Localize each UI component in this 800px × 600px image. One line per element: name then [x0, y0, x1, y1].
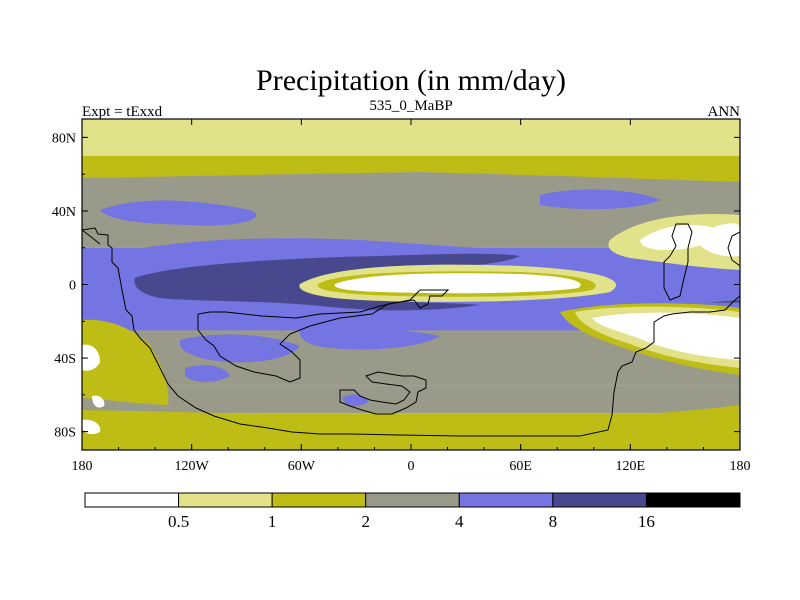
north-blue-patch: [540, 189, 660, 210]
coastlines: [82, 223, 740, 437]
y-tick-label: 40N: [52, 205, 76, 220]
west-coast-white: [82, 344, 100, 371]
south-highlat-yellow: [82, 405, 740, 450]
colorbar-label: 16: [638, 512, 655, 531]
colorbar-swatch: [365, 492, 460, 508]
colorbar-swatch: [178, 492, 273, 508]
gray-band-north: [82, 172, 740, 240]
north-dry-white-east: [695, 223, 740, 257]
y-axis: 80N 40N 0 40S 80S: [52, 131, 740, 441]
south-blue-patch-1: [179, 334, 300, 363]
subtitle-right: ANN: [708, 104, 741, 120]
colorbar-label: 4: [455, 512, 464, 531]
colorbar-swatch: [458, 492, 554, 508]
south-dry-white: [592, 312, 740, 360]
colorbar: 0.5 1 2 4 8 16: [84, 492, 741, 531]
y-tick-label: 80S: [54, 426, 76, 441]
southwest-white-2: [92, 395, 105, 408]
map-plot-area: [82, 119, 740, 450]
x-tick-label: 120E: [616, 459, 646, 474]
colorbar-label: 0.5: [168, 512, 189, 531]
subtitle-left: Expt = tExxd: [82, 104, 163, 120]
x-axis: 180 120W 60W 0 60E 120E 180: [72, 119, 751, 474]
x-tick-label: 180: [730, 459, 751, 474]
south-blue-patch-2: [299, 327, 440, 350]
zonal-band: [82, 119, 740, 156]
y-tick-label: 40S: [54, 352, 76, 367]
y-tick-label: 80N: [52, 131, 76, 146]
colorbar-swatch: [645, 492, 741, 508]
x-tick-label: 120W: [175, 459, 210, 474]
colorbar-label: 1: [268, 512, 277, 531]
coastline-island-south: [339, 371, 427, 415]
colorbar-swatch: [84, 492, 180, 508]
coastline-west-edge: [82, 229, 101, 245]
south-blue-patch-4: [342, 394, 368, 407]
x-tick-label: 60W: [288, 459, 316, 474]
west-coast-yellow: [82, 319, 169, 405]
colorbar-label: 8: [549, 512, 558, 531]
colorbar-label: 2: [361, 512, 370, 531]
southwest-white-1: [82, 419, 101, 435]
north-storm-track: [100, 200, 257, 226]
coastline-east-edge: [727, 231, 740, 267]
dry-tongue-white: [334, 273, 581, 294]
south-blue-patch-3: [185, 365, 230, 382]
subtitle-center: 535_0_MaBP: [369, 98, 452, 114]
zonal-band: [82, 385, 740, 414]
colorbar-swatch: [552, 492, 647, 508]
x-tick-label: 180: [72, 459, 93, 474]
chart-title: Precipitation (in mm/day): [256, 64, 566, 97]
y-tick-label: 0: [69, 279, 76, 294]
coastline-southern-continent: [197, 289, 450, 383]
coastline-west-continent: [82, 227, 740, 437]
coastline-east-island: [663, 223, 693, 301]
x-tick-label: 0: [408, 459, 415, 474]
colorbar-swatch: [271, 492, 367, 508]
x-tick-label: 60E: [509, 459, 532, 474]
